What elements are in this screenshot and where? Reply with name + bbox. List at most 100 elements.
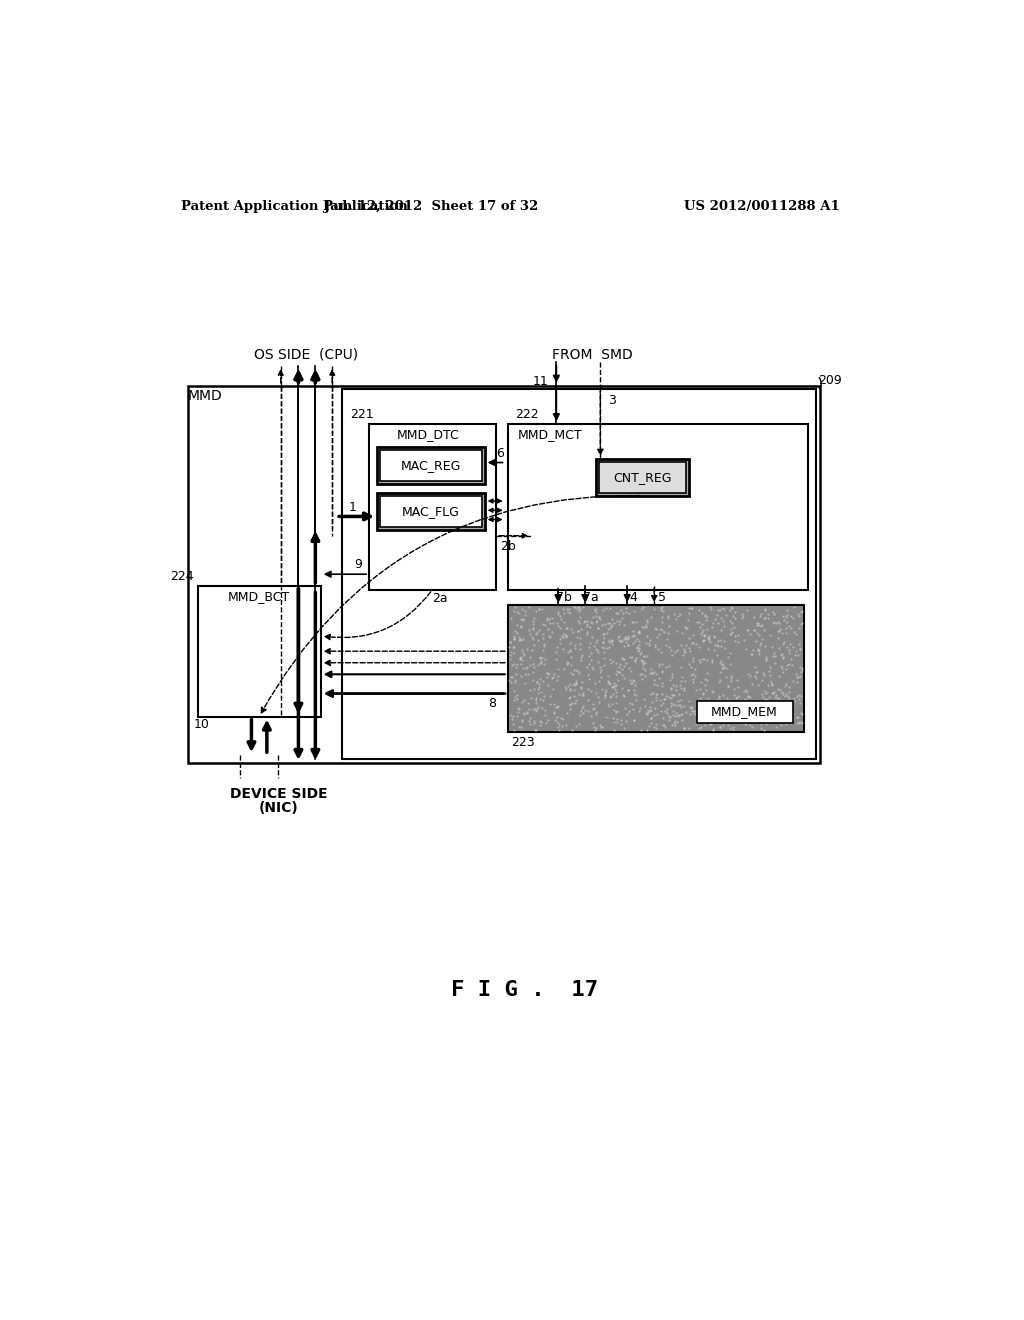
Point <box>604 708 621 729</box>
Point <box>634 657 650 678</box>
Point <box>736 692 753 713</box>
Point <box>667 694 683 715</box>
Point <box>643 663 659 684</box>
Point <box>511 628 527 649</box>
Point <box>756 619 772 640</box>
Point <box>792 711 808 733</box>
Point <box>612 710 629 731</box>
Point <box>579 623 595 644</box>
Point <box>761 686 777 708</box>
Point <box>785 688 802 709</box>
Point <box>783 655 800 676</box>
Point <box>560 676 577 697</box>
Point <box>504 709 520 730</box>
Point <box>513 647 529 668</box>
Point <box>616 685 633 706</box>
Point <box>638 704 654 725</box>
Point <box>521 710 538 731</box>
Point <box>603 609 620 630</box>
Point <box>760 603 776 624</box>
Point <box>618 597 635 618</box>
Point <box>563 647 580 668</box>
Point <box>626 709 642 730</box>
Point <box>530 673 547 694</box>
Point <box>599 638 615 659</box>
Point <box>590 642 606 663</box>
Point <box>522 655 539 676</box>
Text: MMD_MEM: MMD_MEM <box>711 705 777 718</box>
Point <box>697 705 714 726</box>
Point <box>622 603 638 624</box>
Point <box>580 678 596 700</box>
Point <box>572 677 589 698</box>
Point <box>712 672 728 693</box>
Point <box>541 675 557 696</box>
Point <box>712 599 728 620</box>
Point <box>532 651 549 672</box>
Point <box>522 623 539 644</box>
Point <box>770 628 786 649</box>
Point <box>502 705 518 726</box>
Point <box>517 601 534 622</box>
Point <box>779 638 796 659</box>
Point <box>701 630 718 651</box>
Point <box>684 669 700 690</box>
Point <box>555 709 571 730</box>
Point <box>696 624 713 645</box>
Point <box>673 634 689 655</box>
Point <box>649 675 666 696</box>
Point <box>530 620 547 642</box>
Point <box>634 599 650 620</box>
Point <box>610 661 627 682</box>
Point <box>691 706 708 727</box>
Point <box>730 677 746 698</box>
Point <box>754 628 770 649</box>
Point <box>621 680 637 701</box>
Point <box>750 639 766 660</box>
Point <box>720 704 736 725</box>
Point <box>645 682 662 704</box>
Point <box>529 630 546 651</box>
Point <box>713 607 729 628</box>
Point <box>772 644 788 665</box>
Point <box>587 598 603 619</box>
Text: MMD_DTC: MMD_DTC <box>397 428 460 441</box>
Point <box>681 653 697 675</box>
Point <box>683 698 699 719</box>
Point <box>566 635 583 656</box>
Point <box>737 697 754 718</box>
Point <box>745 620 762 642</box>
Point <box>725 717 741 738</box>
Point <box>612 713 629 734</box>
Point <box>607 678 624 700</box>
Point <box>785 708 802 729</box>
Point <box>646 717 663 738</box>
Point <box>596 642 612 663</box>
Point <box>712 715 728 737</box>
Point <box>604 634 621 655</box>
Point <box>641 663 657 684</box>
Point <box>621 701 637 722</box>
Point <box>635 655 651 676</box>
Point <box>537 700 553 721</box>
Point <box>536 685 552 706</box>
Point <box>579 622 595 643</box>
Point <box>707 609 723 630</box>
Point <box>776 631 793 652</box>
Point <box>716 657 732 678</box>
Point <box>760 675 776 696</box>
Point <box>598 680 614 701</box>
Point <box>672 605 688 626</box>
Point <box>639 611 655 632</box>
Point <box>663 688 679 709</box>
Text: Patent Application Publication: Patent Application Publication <box>180 199 408 213</box>
Point <box>659 702 676 723</box>
Point <box>779 655 796 676</box>
Point <box>740 709 757 730</box>
Point <box>714 598 730 619</box>
Point <box>729 632 745 653</box>
Point <box>693 708 710 729</box>
Point <box>550 717 566 738</box>
Point <box>587 719 603 741</box>
Point <box>585 606 601 627</box>
